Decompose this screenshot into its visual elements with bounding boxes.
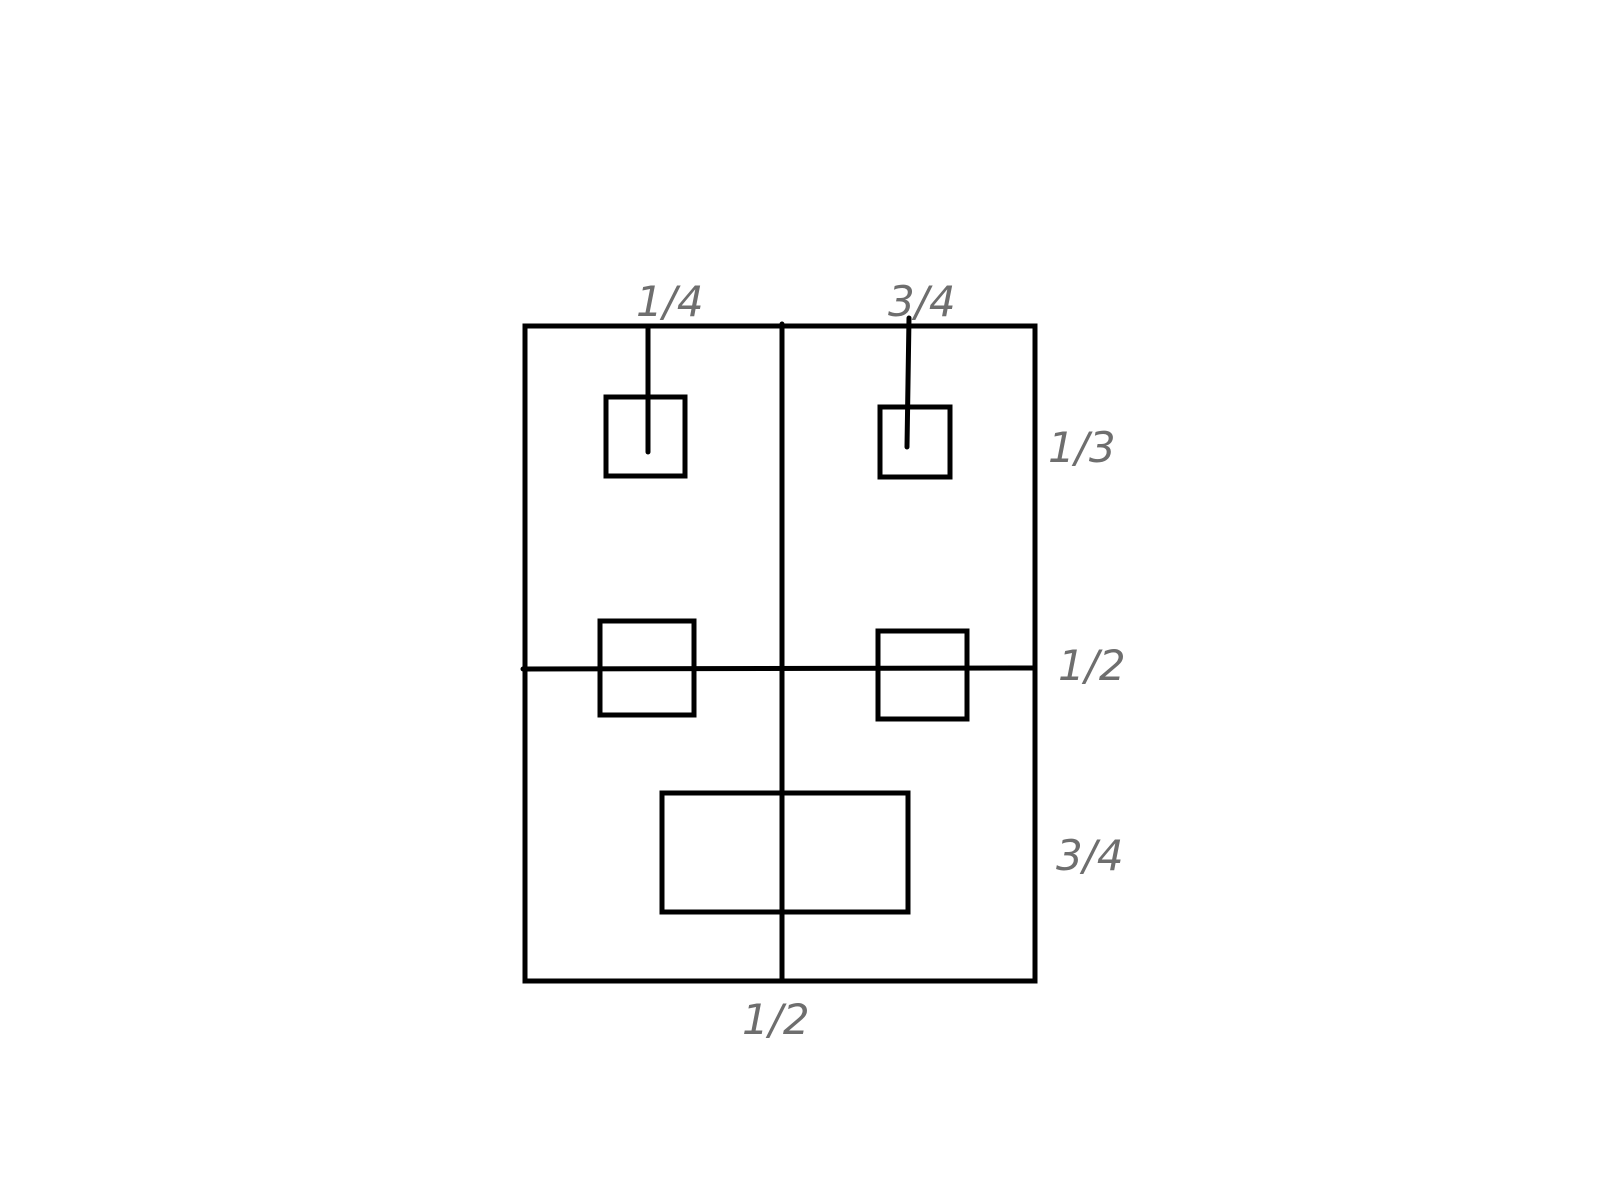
top-right-square xyxy=(877,404,953,480)
middle-right-box xyxy=(875,628,970,722)
label-right-middle: 1/2 xyxy=(1058,641,1126,690)
label-bottom: 1/2 xyxy=(742,995,810,1044)
middle-left-box xyxy=(597,618,697,718)
label-top-right: 3/4 xyxy=(888,277,956,326)
label-top-left: 1/4 xyxy=(636,277,704,326)
bottom-center-box xyxy=(659,790,911,915)
horizontal-center-line xyxy=(520,665,1038,672)
label-right-lower: 3/4 xyxy=(1056,831,1124,880)
label-right-upper: 1/3 xyxy=(1048,423,1116,472)
top-right-guide-line xyxy=(904,315,912,450)
